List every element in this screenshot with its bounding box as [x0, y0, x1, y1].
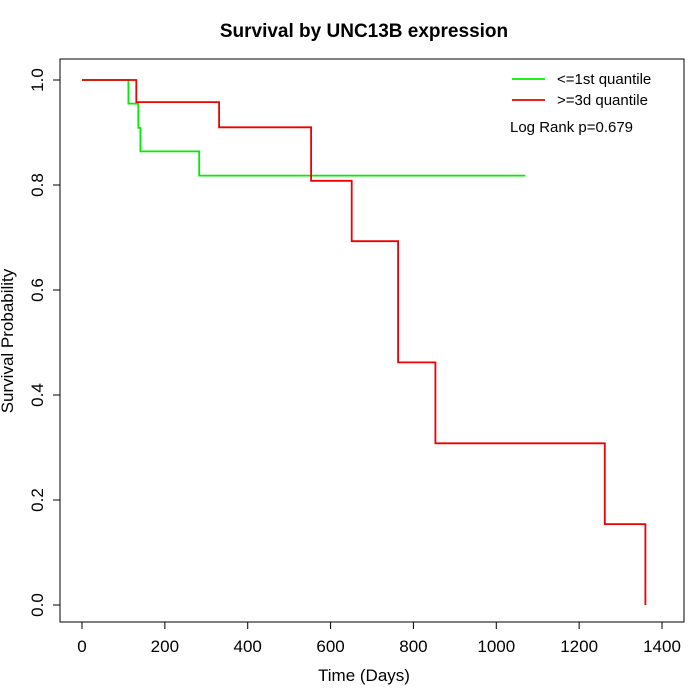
x-tick-label: 600 — [316, 637, 344, 656]
x-axis: 0 200 400 600 800 1000 1200 1400 — [77, 621, 681, 656]
x-tick-label: 1000 — [477, 637, 515, 656]
legend-label-2: >=3d quantile — [557, 92, 648, 109]
x-tick-label: 1400 — [643, 637, 681, 656]
x-tick-label: 0 — [77, 637, 86, 656]
series-layer — [82, 79, 647, 605]
y-axis-label: Survival Probability — [0, 268, 17, 413]
y-axis: 0.0 0.2 0.4 0.6 0.8 1.0 — [28, 68, 61, 617]
x-tick-label: 800 — [399, 637, 427, 656]
series-line-1 — [82, 79, 526, 177]
y-tick-label: 1.0 — [28, 68, 47, 92]
y-tick-label: 0.2 — [28, 488, 47, 512]
y-tick-label: 0.6 — [28, 278, 47, 302]
log-rank-annotation: Log Rank p=0.679 — [510, 119, 633, 136]
legend: <=1st quantile >=3d quantile — [512, 71, 651, 109]
y-tick-label: 0.4 — [28, 383, 47, 407]
legend-label-1: <=1st quantile — [557, 71, 651, 88]
x-axis-label: Time (Days) — [318, 666, 410, 685]
plot-frame — [59, 58, 685, 623]
y-tick-label: 0.0 — [28, 593, 47, 617]
x-tick-label: 1200 — [560, 637, 598, 656]
x-tick-label: 200 — [151, 637, 179, 656]
series-line-2 — [82, 79, 647, 605]
chart-title: Survival by UNC13B expression — [220, 21, 508, 42]
x-tick-label: 400 — [234, 637, 262, 656]
y-tick-label: 0.8 — [28, 173, 47, 197]
